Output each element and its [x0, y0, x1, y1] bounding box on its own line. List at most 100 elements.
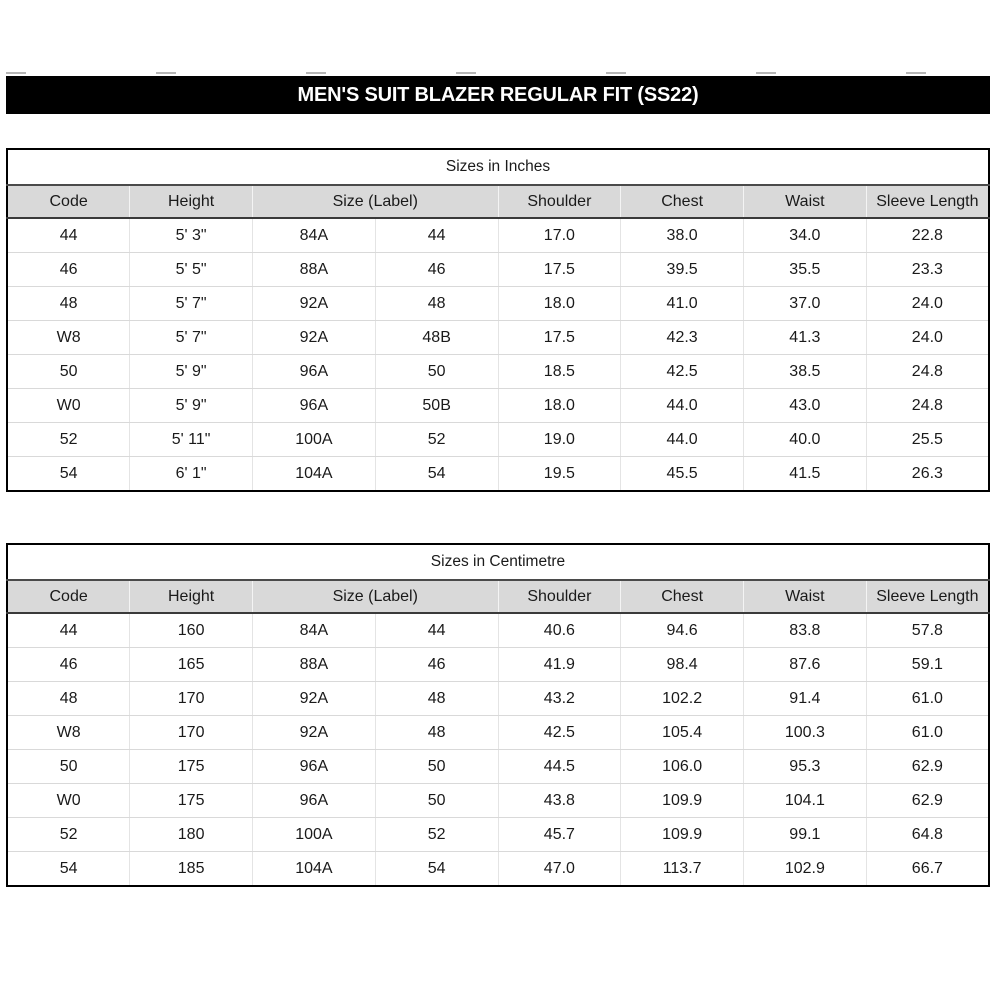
column-header: Shoulder: [498, 185, 622, 219]
table-cell: 185: [129, 851, 253, 886]
table-cell: 45.5: [620, 456, 744, 491]
table-cell: 5' 5": [129, 252, 253, 287]
table-cell: 160: [129, 613, 253, 648]
table-cell: 5' 7": [129, 286, 253, 321]
table-row: 52 5' 11" 100A 52 19.0 44.0 40.0 25.5: [7, 422, 989, 457]
table-cell: 54: [7, 851, 131, 886]
table-cell: 92A: [252, 320, 376, 355]
table-cell: 43.2: [498, 681, 622, 716]
table-cell: 41.9: [498, 647, 622, 682]
table-cell: 105.4: [620, 715, 744, 750]
column-header: Height: [129, 185, 253, 219]
table-cell: 42.5: [620, 354, 744, 389]
table-cell: 175: [129, 783, 253, 818]
table-cell: 44: [375, 218, 499, 253]
table-cell: 106.0: [620, 749, 744, 784]
table-cell: 17.5: [498, 252, 622, 287]
table-cell: 100A: [252, 817, 376, 852]
table-cell: 170: [129, 715, 253, 750]
table-cell: 54: [7, 456, 131, 491]
table-cell: 43.8: [498, 783, 622, 818]
table-cell: 22.8: [866, 218, 989, 253]
table-cell: 18.0: [498, 286, 622, 321]
table-cell: 37.0: [743, 286, 867, 321]
table-cell: 44: [375, 613, 499, 648]
table-cell: 35.5: [743, 252, 867, 287]
table-row: W0 175 96A 50 43.8 109.9 104.1 62.9: [7, 783, 989, 818]
table-cell: 66.7: [911, 859, 943, 877]
table-cell: 40.0: [743, 422, 867, 457]
table-cell: 42.5: [498, 715, 622, 750]
table-cell: 52: [7, 817, 131, 852]
table-cell: 19.5: [498, 456, 622, 491]
table-cell: 44.5: [498, 749, 622, 784]
table-row: 48 5' 7" 92A 48 18.0 41.0 37.0 24.0: [7, 286, 989, 321]
column-header: Chest: [620, 185, 744, 219]
table-cell: 50: [375, 783, 499, 818]
table-cell: 175: [129, 749, 253, 784]
table-caption: Sizes in Centimetre: [7, 544, 989, 581]
table-cell: 83.8: [743, 613, 867, 648]
table-row: 54 6' 1" 104A 54 19.5 45.5 41.5 26.3: [7, 456, 989, 491]
table-cell: 92A: [252, 681, 376, 716]
table-cell: 46: [7, 252, 131, 287]
table-row: W8 170 92A 48 42.5 105.4 100.3 61.0: [7, 715, 989, 750]
table-cell: 52: [375, 817, 499, 852]
table-cell: 23.3: [866, 252, 989, 287]
table-row: 46 165 88A 46 41.9 98.4 87.6 59.1: [7, 647, 989, 682]
column-header: Height: [129, 580, 253, 614]
table-cell: 48: [7, 286, 131, 321]
table-cell: 42.3: [620, 320, 744, 355]
table-cell: 18.5: [498, 354, 622, 389]
table-cell: 50: [7, 749, 131, 784]
table-cell: 34.0: [743, 218, 867, 253]
table-caption: Sizes in Inches: [7, 149, 989, 186]
table-cell: 84A: [252, 613, 376, 648]
table-cell: 165: [129, 647, 253, 682]
column-header: Size (Label): [252, 580, 499, 614]
table-cell: 99.1: [743, 817, 867, 852]
table-cell: 113.7: [620, 851, 744, 886]
page-title: MEN'S SUIT BLAZER REGULAR FIT (SS22): [297, 83, 699, 106]
table-cell: 50: [7, 354, 131, 389]
table-row: 50 175 96A 50 44.5 106.0 95.3 62.9: [7, 749, 989, 784]
table-cell: 40.6: [498, 613, 622, 648]
table-cell: 61.0: [866, 715, 989, 750]
table-cell: 62.9: [866, 783, 989, 818]
column-header: Sleeve Length: [866, 580, 989, 614]
table-cell: 48: [7, 681, 131, 716]
table-cell: 96A: [252, 783, 376, 818]
table-cell: 46: [375, 252, 499, 287]
table-cell: 5' 9": [129, 388, 253, 423]
table-cell: 98.4: [620, 647, 744, 682]
table-cell: 88A: [252, 252, 376, 287]
table-cell: 41.5: [743, 456, 867, 491]
table-cell: 92A: [252, 715, 376, 750]
table-cell: 96A: [252, 749, 376, 784]
table-cell: 44.0: [620, 422, 744, 457]
title-banner: MEN'S SUIT BLAZER REGULAR FIT (SS22): [6, 76, 990, 114]
table-cell: 5' 11": [129, 422, 253, 457]
sizes-table-centimetre: Sizes in Centimetre Code Height Size (Label…: [6, 543, 990, 887]
table-cell: 52: [375, 422, 499, 457]
table-cell: 57.8: [866, 613, 989, 648]
table-row: 44 160 84A 44 40.6 94.6 83.8 57.8: [7, 613, 989, 648]
table-cell: 17.5: [498, 320, 622, 355]
table-cell: 104A: [252, 851, 376, 886]
table-cell: 44: [7, 218, 131, 253]
table-cell: 18.0: [498, 388, 622, 423]
table-cell: 104.1: [743, 783, 867, 818]
table-cell: 62.9: [866, 749, 989, 784]
table-cell: 102.9: [743, 851, 867, 886]
column-header: Code: [7, 580, 131, 614]
table-cell: 64.8: [866, 817, 989, 852]
table-row: 54 185 104A 54 47.0 113.7 102.9 66.7: [7, 851, 989, 886]
table-cell: 46: [375, 647, 499, 682]
table-sizes-centimetre: Sizes in Centimetre Code Height Size (Label…: [6, 543, 990, 887]
table-cell: 39.5: [620, 252, 744, 287]
table-row: 44 5' 3" 84A 44 17.0 38.0 34.0 22.8: [7, 218, 989, 253]
table-cell: 5' 7": [129, 320, 253, 355]
table-cell: 19.0: [498, 422, 622, 457]
table-cell: 95.3: [743, 749, 867, 784]
table-cell: 88A: [252, 647, 376, 682]
